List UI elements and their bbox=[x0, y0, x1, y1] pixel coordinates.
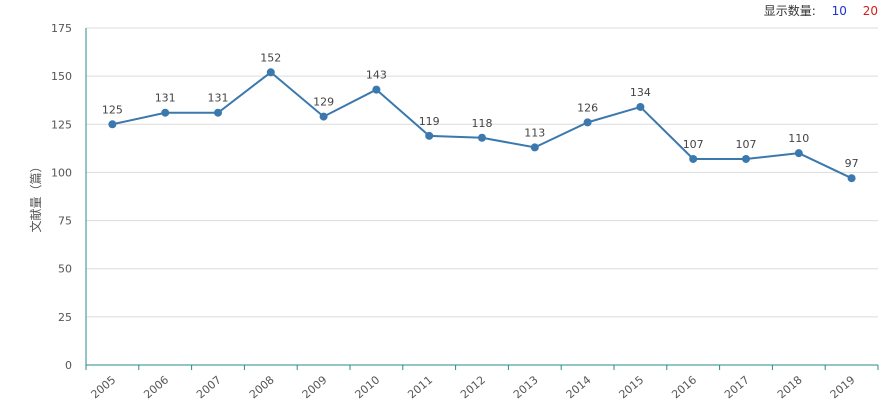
data-point[interactable] bbox=[530, 143, 539, 152]
data-point[interactable] bbox=[583, 118, 592, 127]
y-tick-label: 25 bbox=[58, 311, 72, 324]
x-tick-label: 2007 bbox=[194, 373, 224, 401]
data-point[interactable] bbox=[266, 68, 275, 77]
x-tick-label: 2009 bbox=[300, 373, 330, 401]
data-label: 119 bbox=[419, 115, 440, 128]
data-label: 110 bbox=[788, 132, 809, 145]
x-tick-label: 2013 bbox=[511, 373, 541, 401]
y-tick-label: 75 bbox=[58, 215, 72, 228]
display-count-label: 显示数量: bbox=[763, 4, 816, 18]
data-point[interactable] bbox=[794, 149, 803, 158]
axes bbox=[85, 28, 879, 370]
y-tick-label: 150 bbox=[51, 70, 72, 83]
display-count-option-10[interactable]: 10 bbox=[831, 4, 847, 18]
data-label: 143 bbox=[366, 69, 387, 82]
data-point[interactable] bbox=[108, 120, 117, 129]
x-tick-label: 2016 bbox=[669, 373, 699, 401]
y-tick-label: 50 bbox=[58, 263, 72, 276]
data-point[interactable] bbox=[161, 108, 170, 117]
y-tick-label: 100 bbox=[51, 166, 72, 179]
x-tick-label: 2017 bbox=[722, 373, 752, 401]
gridlines bbox=[86, 27, 878, 318]
y-tick-label: 125 bbox=[51, 118, 72, 131]
x-tick-label: 2010 bbox=[353, 373, 383, 401]
data-labels: 125 131 131 152 129 143 119 118 113 126 134 107 107 1… bbox=[102, 51, 859, 170]
data-label: 118 bbox=[472, 117, 493, 130]
x-tick-label: 2011 bbox=[405, 373, 435, 401]
x-tick-label: 2006 bbox=[141, 373, 171, 401]
data-point[interactable] bbox=[478, 133, 486, 142]
data-point[interactable] bbox=[372, 85, 381, 94]
data-point[interactable] bbox=[319, 112, 328, 121]
x-tick-label: 2014 bbox=[564, 373, 594, 401]
y-tick-label: 175 bbox=[51, 22, 72, 35]
data-label: 107 bbox=[683, 138, 704, 151]
data-label: 131 bbox=[208, 92, 229, 105]
data-point[interactable] bbox=[689, 154, 698, 163]
data-label: 129 bbox=[313, 96, 334, 109]
data-label: 97 bbox=[845, 157, 859, 170]
data-label: 107 bbox=[736, 138, 757, 151]
x-tick-label: 2008 bbox=[247, 373, 277, 401]
data-point[interactable] bbox=[425, 131, 434, 140]
x-axis-ticks: 2005 2006 2007 2008 2009 2010 2011 2012 2013 2014… bbox=[89, 373, 858, 401]
y-tick-label: 0 bbox=[65, 359, 72, 372]
series-layer bbox=[108, 68, 856, 183]
display-count-control: 显示数量: 10 20 bbox=[764, 2, 878, 19]
x-tick-label: 2012 bbox=[458, 373, 488, 401]
data-label: 134 bbox=[630, 86, 651, 99]
x-tick-label: 2019 bbox=[828, 373, 858, 401]
x-tick-label: 2005 bbox=[89, 373, 119, 401]
data-point[interactable] bbox=[742, 154, 750, 163]
data-label: 113 bbox=[524, 126, 545, 139]
display-count-option-20[interactable]: 20 bbox=[862, 4, 878, 18]
y-axis-ticks: 0 25 50 75 100 125 150 175 bbox=[51, 22, 72, 372]
y-axis-label: 文献量（篇） bbox=[28, 160, 43, 232]
x-tick-label: 2015 bbox=[617, 373, 647, 401]
data-point[interactable] bbox=[847, 174, 856, 183]
data-label: 126 bbox=[577, 101, 598, 114]
data-label: 131 bbox=[155, 92, 176, 105]
data-label: 125 bbox=[102, 103, 123, 116]
data-point[interactable] bbox=[636, 102, 645, 111]
x-tick-label: 2018 bbox=[775, 373, 805, 401]
data-point[interactable] bbox=[214, 108, 222, 117]
data-label: 152 bbox=[260, 51, 281, 64]
